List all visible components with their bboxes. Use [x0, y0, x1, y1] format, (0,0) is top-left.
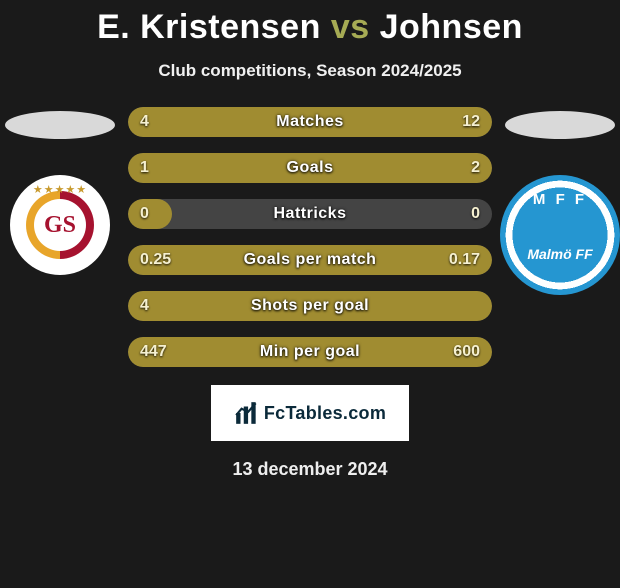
- stat-bar: 1Goals2: [128, 153, 492, 183]
- stars-icon: ★★★★★: [33, 183, 87, 196]
- left-side: ★★★★★ GS: [0, 107, 120, 275]
- stat-label: Hattricks: [128, 199, 492, 229]
- stat-bar: 0Hattricks0: [128, 199, 492, 229]
- player2-silhouette: [505, 111, 615, 139]
- club-ring: GS: [26, 191, 94, 259]
- stat-value-right: 0.17: [437, 245, 492, 275]
- stat-value-right: 2: [459, 153, 492, 183]
- chart-icon: [234, 400, 260, 426]
- stat-bar: 4Matches12: [128, 107, 492, 137]
- stat-label: Goals: [128, 153, 492, 183]
- branding-badge: FcTables.com: [211, 385, 409, 441]
- subtitle: Club competitions, Season 2024/2025: [0, 61, 620, 81]
- club-badge-right: M F F Malmö FF: [500, 175, 620, 295]
- vs-separator: vs: [331, 8, 370, 46]
- stat-bar: 0.25Goals per match0.17: [128, 245, 492, 275]
- stat-bar: 447Min per goal600: [128, 337, 492, 367]
- comparison-area: ★★★★★ GS 4Matches12 1Goals2 0Hattricks0 0.2…: [0, 107, 620, 367]
- club-initials: GS: [34, 199, 86, 251]
- club-badge-left: ★★★★★ GS: [10, 175, 110, 275]
- stat-value-right: 12: [450, 107, 492, 137]
- date-label: 13 december 2024: [0, 459, 620, 480]
- stat-label: Shots per goal: [128, 291, 492, 321]
- page-title: E. Kristensen vs Johnsen: [0, 8, 620, 47]
- player1-silhouette: [5, 111, 115, 139]
- stat-value-right: 600: [441, 337, 492, 367]
- right-side: M F F Malmö FF: [500, 107, 620, 295]
- stat-label: Matches: [128, 107, 492, 137]
- stat-bar: 4Shots per goal: [128, 291, 492, 321]
- player1-name: E. Kristensen: [97, 8, 321, 46]
- stat-value-right: 0: [459, 199, 492, 229]
- club-bottom-text: Malmö FF: [527, 247, 592, 261]
- club-top-text: M F F: [533, 191, 587, 208]
- stat-value-right: [468, 291, 492, 321]
- player2-name: Johnsen: [380, 8, 523, 46]
- stats-bars: 4Matches12 1Goals2 0Hattricks0 0.25Goals pe…: [120, 107, 500, 367]
- branding-text: FcTables.com: [264, 403, 386, 424]
- stat-label: Min per goal: [128, 337, 492, 367]
